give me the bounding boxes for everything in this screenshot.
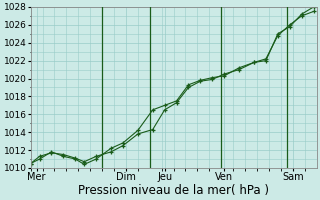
X-axis label: Pression niveau de la mer( hPa ): Pression niveau de la mer( hPa ) (78, 184, 269, 197)
